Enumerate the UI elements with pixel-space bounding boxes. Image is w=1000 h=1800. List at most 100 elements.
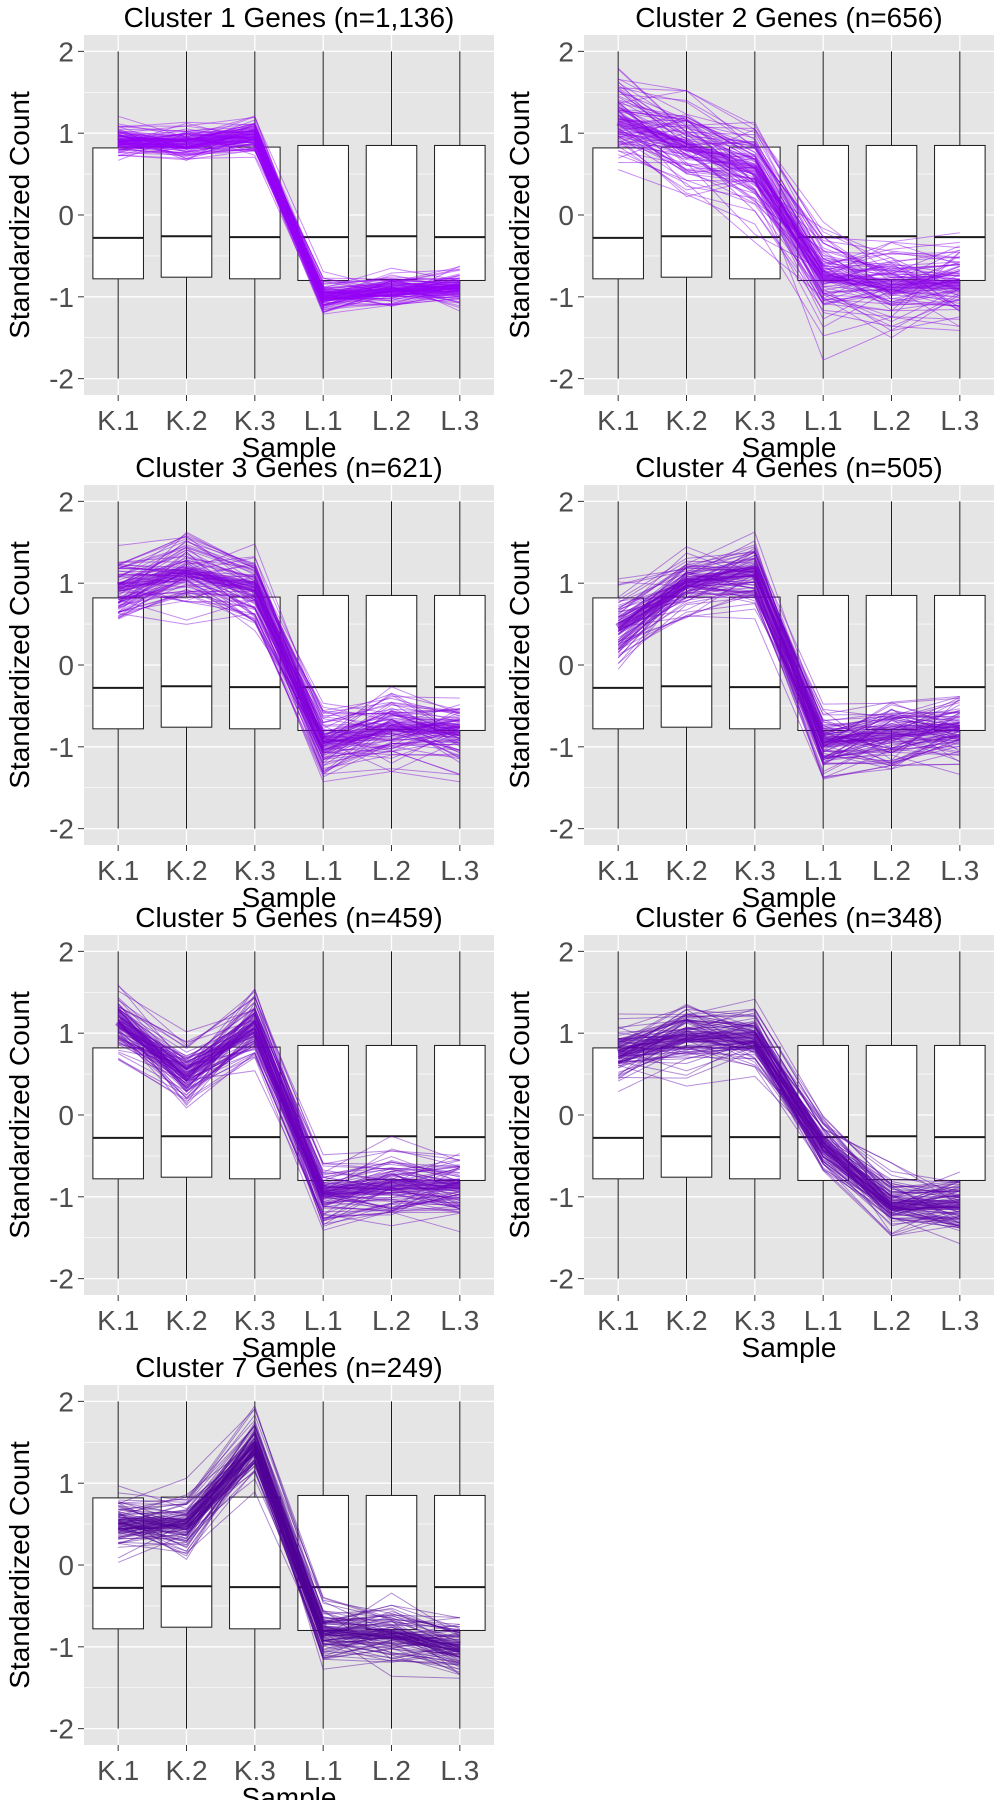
gene-profile-line [617,587,960,765]
gene-profile-line [117,1054,460,1233]
gene-profile-line [118,547,460,715]
gene-lines [617,998,961,1245]
x-tick-label: K.2 [165,855,207,886]
gene-profile-line [618,150,960,328]
x-tick-label: K.3 [734,1305,776,1336]
gene-profile-line [618,1006,960,1201]
y-tick-label: -1 [49,1632,74,1663]
gene-profile-line [618,1041,960,1225]
gene-profile-line [118,1419,460,1643]
gene-profile-line [617,596,961,778]
x-axis-label: Sample [242,432,337,463]
boxplot-box [865,1044,918,1181]
gene-profile-line [618,1049,960,1237]
boxplot-box [229,1496,281,1630]
gene-profile-line [617,544,960,730]
gene-profile-line [118,540,460,727]
y-tick-label: 2 [558,36,574,67]
gene-profile-line [617,589,960,765]
gene-profile-line [617,106,960,280]
gene-profile-line [117,985,460,1157]
gene-profile-line [117,541,460,735]
gene-profile-line [618,562,960,733]
x-tick-label: L.2 [872,1305,911,1336]
gene-profile-line [618,115,960,304]
y-tick-label: 1 [58,1468,74,1499]
x-tick-label: K.2 [165,1305,207,1336]
y-tick-label: -1 [49,282,74,313]
gene-profile-line [118,553,460,736]
x-axis-label: Sample [242,1332,337,1363]
gene-profile-line [118,612,460,783]
x-tick-label: L.1 [804,405,843,436]
y-tick-label: -2 [549,814,574,845]
chart-panel-2: -2 -1 0 1 2 K.1 K.2 K.3 L.1 L.2 L.3 Cluster 2 Genes… [504,2,994,463]
x-tick-label: K.1 [597,1305,639,1336]
y-tick-label: 0 [558,1100,574,1131]
gene-profile-line [118,594,460,775]
gene-profile-line [618,130,960,280]
gene-lines [115,984,461,1233]
gene-profile-line [117,1007,460,1189]
boxplot-box [592,1047,644,1180]
gene-profile-line [617,1019,960,1217]
x-axis-label: Sample [742,1332,837,1363]
gene-lines [616,67,961,361]
y-axis-label: Standardized Count [504,991,535,1239]
gene-profile-line [617,581,960,780]
chart-title: Cluster 5 Genes (n=459) [135,902,442,933]
x-tick-label: K.3 [734,405,776,436]
gene-profile-line [117,1030,460,1225]
gene-profile-line [117,990,460,1174]
x-tick-label: L.3 [440,405,479,436]
gene-profile-line [118,587,460,760]
gene-profile-line [118,1414,460,1634]
y-tick-label: -2 [49,1714,74,1745]
gene-profile-line [617,1020,960,1213]
gene-profile-line [617,572,960,761]
gene-profile-line [117,1021,460,1227]
gene-profile-line [117,990,460,1170]
gene-profile-line [618,1040,960,1227]
y-tick-label: -2 [49,814,74,845]
gene-profile-line [618,589,960,773]
gene-profile-line [118,1407,460,1633]
gene-profile-line [618,1021,960,1193]
gene-profile-line [618,169,960,337]
gene-profile-line [618,140,960,310]
x-tick-label: L.2 [872,405,911,436]
y-tick-label: 1 [58,118,74,149]
y-tick-label: 2 [58,36,74,67]
y-tick-label: 0 [58,1550,74,1581]
gene-profile-line [617,593,960,762]
gene-profile-line [617,67,960,255]
boxplot-box [592,147,644,280]
y-tick-label: 1 [58,1018,74,1049]
x-tick-label: L.1 [304,855,343,886]
gene-profile-line [617,592,961,767]
gene-profile-line [118,564,460,726]
x-tick-label: K.3 [234,405,276,436]
y-tick-label: -2 [549,364,574,395]
gene-profile-line [117,1019,460,1226]
gene-profile-line [617,560,960,722]
y-tick-label: -1 [549,732,574,763]
gene-profile-line [617,547,960,749]
gene-profile-line [118,1478,460,1656]
x-tick-label: K.1 [97,1755,139,1786]
boxplot-box [434,144,486,281]
gene-profile-line [617,95,961,283]
gene-profile-line [618,596,960,775]
gene-profile-line [618,608,960,750]
x-tick-label: L.3 [940,1305,979,1336]
gene-profile-line [617,589,960,770]
gene-profile-line [618,1030,960,1232]
gene-profile-line [118,579,460,756]
y-axis-label: Standardized Count [504,541,535,789]
gene-profile-line [617,90,960,268]
x-tick-label: K.2 [165,1755,207,1786]
x-tick-label: L.3 [940,855,979,886]
x-tick-label: K.2 [165,405,207,436]
x-tick-label: L.3 [940,405,979,436]
gene-profile-line [618,1038,960,1235]
